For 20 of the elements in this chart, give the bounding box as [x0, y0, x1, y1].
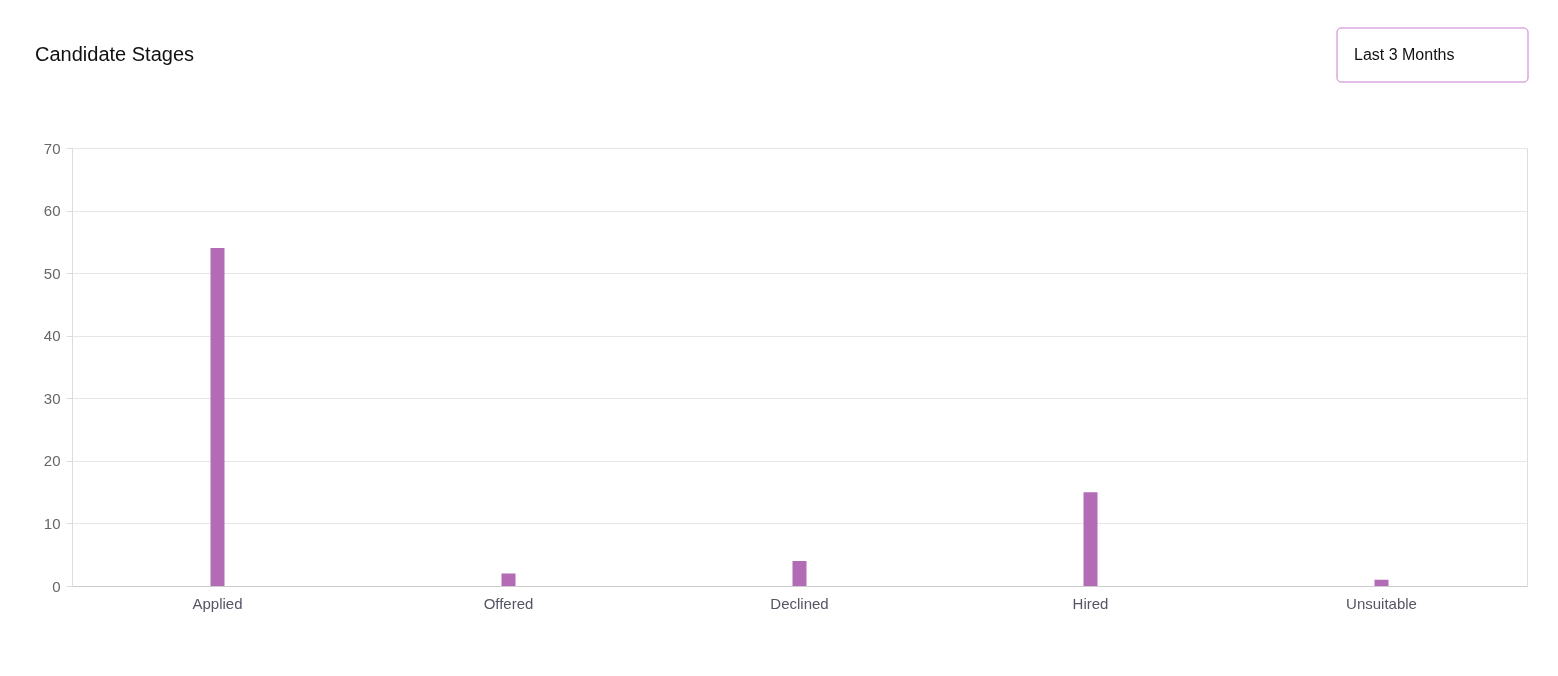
y-tick-label: 30 — [43, 389, 61, 407]
x-tick-label: Unsuitable — [1346, 594, 1417, 612]
text: Last 3 Months — [1354, 46, 1455, 63]
y-tick-label: 0 — [52, 577, 61, 595]
chart-title: Candidate Stages — [35, 43, 195, 65]
y-tick-label: 20 — [43, 452, 61, 470]
y-tick-label: 50 — [43, 264, 61, 282]
bar — [1083, 492, 1098, 586]
y-tick-label: 70 — [43, 139, 61, 157]
y-tick-label: 10 — [43, 514, 61, 532]
x-tick-label: Offered — [483, 594, 534, 612]
bar — [501, 573, 516, 586]
bar — [1374, 579, 1389, 586]
bar — [792, 560, 807, 586]
bar — [210, 248, 225, 586]
x-tick-label: Applied — [192, 594, 243, 612]
y-tick-label: 60 — [43, 202, 61, 220]
y-tick-label: 40 — [43, 327, 61, 345]
x-tick-label: Hired — [1072, 594, 1109, 612]
x-tick-label: Declined — [770, 594, 829, 612]
